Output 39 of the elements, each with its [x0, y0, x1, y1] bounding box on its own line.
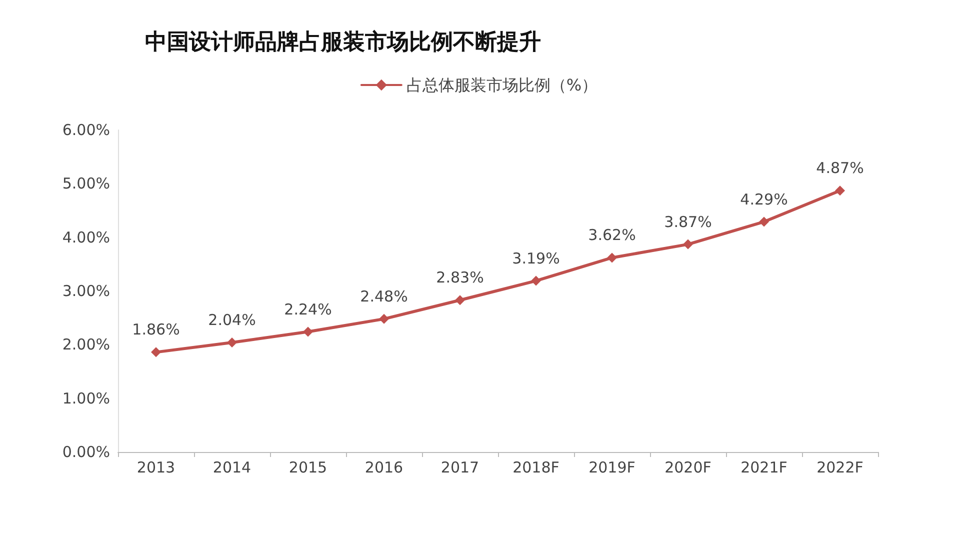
y-tick-label: 3.00% [62, 282, 110, 300]
point [303, 326, 313, 337]
x-tick-label: 2017 [440, 458, 480, 476]
y-tick-label: 1.00% [62, 389, 110, 408]
y-tick-label: 4.00% [62, 228, 110, 246]
data-label: 1.86% [132, 320, 180, 339]
data-label: 3.62% [588, 226, 636, 244]
data-label: 3.87% [664, 212, 712, 231]
x-tick-label: 2020F [664, 458, 712, 476]
y-tick-label: 6.00% [62, 121, 110, 139]
point [683, 239, 693, 250]
data-label: 2.48% [360, 287, 408, 306]
x-tick-label: 2016 [364, 458, 404, 476]
point [607, 252, 617, 263]
x-tick-label: 2021F [740, 458, 788, 476]
point [379, 314, 389, 324]
point [759, 216, 769, 227]
legend-label: 占总体服装市场比例（%） [406, 76, 598, 94]
y-tick-label: 0.00% [62, 443, 110, 461]
data-label: 4.29% [740, 190, 788, 208]
x-tick-label: 2022F [816, 458, 864, 476]
x-tick-label: 2014 [212, 458, 252, 476]
x-tick-label: 2013 [136, 458, 176, 476]
data-label: 3.19% [512, 249, 560, 268]
point [835, 186, 845, 196]
data-label: 4.87% [816, 159, 864, 178]
data-label: 2.04% [208, 311, 256, 330]
point [227, 338, 237, 348]
point [151, 347, 161, 358]
data-label: 2.83% [436, 268, 484, 287]
x-tick-label: 2018F [512, 458, 560, 476]
chart-title: 中国设计师品牌占服装市场比例不断提升 [145, 29, 541, 55]
x-tick-label: 2019F [588, 458, 636, 476]
y-tick-label: 5.00% [62, 174, 110, 193]
point [531, 276, 541, 286]
point [455, 295, 465, 306]
y-tick-label: 2.00% [62, 336, 110, 354]
x-tick-label: 2015 [288, 458, 328, 476]
data-label: 2.24% [284, 300, 332, 318]
